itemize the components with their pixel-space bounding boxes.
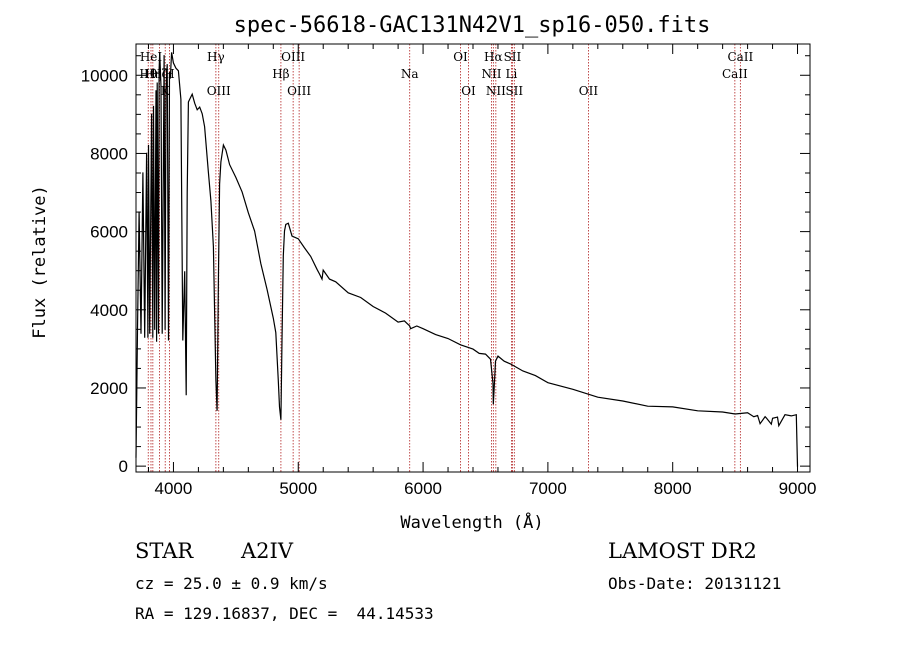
line-label-15: Hα: [484, 50, 503, 64]
line-label-22: CaII: [727, 50, 753, 64]
y-tick-label-1: 2000: [90, 379, 128, 398]
line-label-13: OI: [461, 84, 476, 98]
x-axis-label: Wavelength (Å): [400, 511, 543, 533]
line-label-1: HeI: [140, 50, 163, 64]
line-label-10: OIII: [287, 84, 311, 98]
y-tick-label-2: 4000: [90, 301, 128, 320]
x-tick-label-2: 6000: [404, 479, 442, 498]
plot-frame: [135, 43, 811, 473]
line-label-2: Hη: [144, 67, 162, 81]
redshift-text: cz = 25.0 ± 0.9 km/s: [135, 574, 328, 593]
y-tick-label-0: 0: [119, 457, 128, 476]
spectral-line-markers: [147, 44, 741, 472]
y-tick-label-4: 8000: [90, 144, 128, 163]
survey-name: LAMOST DR2: [608, 539, 757, 563]
y-tick-label-5: 10000: [81, 66, 128, 85]
line-label-18: SII: [504, 50, 522, 64]
x-tick-label-1: 5000: [279, 479, 317, 498]
y-axis-label: Flux (relative): [30, 185, 50, 339]
x-tick-label-0: 4000: [155, 479, 193, 498]
line-label-7: OIII: [207, 84, 231, 98]
line-label-6: Hγ: [207, 50, 225, 64]
line-label-8: Hβ: [272, 67, 289, 81]
spectral-line-labels: HθHeIHηHζKHHγOIIIHβOIIIOIIINaOIOINIIHαNI…: [139, 50, 753, 98]
coordinates-text: RA = 129.16837, DEC = 44.14533: [135, 604, 434, 623]
line-label-21: CaII: [722, 67, 748, 81]
line-label-19: SII: [505, 84, 523, 98]
x-tick-label-3: 7000: [529, 479, 567, 498]
line-label-12: OI: [453, 50, 468, 64]
line-label-11: Na: [401, 67, 419, 81]
object-class: STAR: [135, 539, 194, 563]
x-axis-ticks: 4000 5000 6000 7000 8000 9000: [147, 44, 817, 498]
y-tick-label-3: 6000: [90, 223, 128, 242]
line-label-9: OIII: [281, 50, 305, 64]
x-tick-label-5: 9000: [779, 479, 817, 498]
x-tick-label-4: 8000: [654, 479, 692, 498]
obs-date-text: Obs-Date: 20131121: [608, 574, 782, 593]
line-label-20: OII: [579, 84, 599, 98]
line-label-17: Li: [506, 67, 518, 81]
object-subclass: A2IV: [241, 539, 293, 563]
y-axis-ticks: 0 2000 4000 6000 8000 10000: [81, 55, 810, 476]
line-label-0: Hθ: [139, 67, 157, 81]
line-label-14: NII: [481, 67, 501, 81]
chart-title: spec-56618-GAC131N42V1_sp16-050.fits: [234, 13, 711, 38]
line-label-16: NII: [486, 84, 506, 98]
spectrum-series-line: [135, 52, 799, 467]
